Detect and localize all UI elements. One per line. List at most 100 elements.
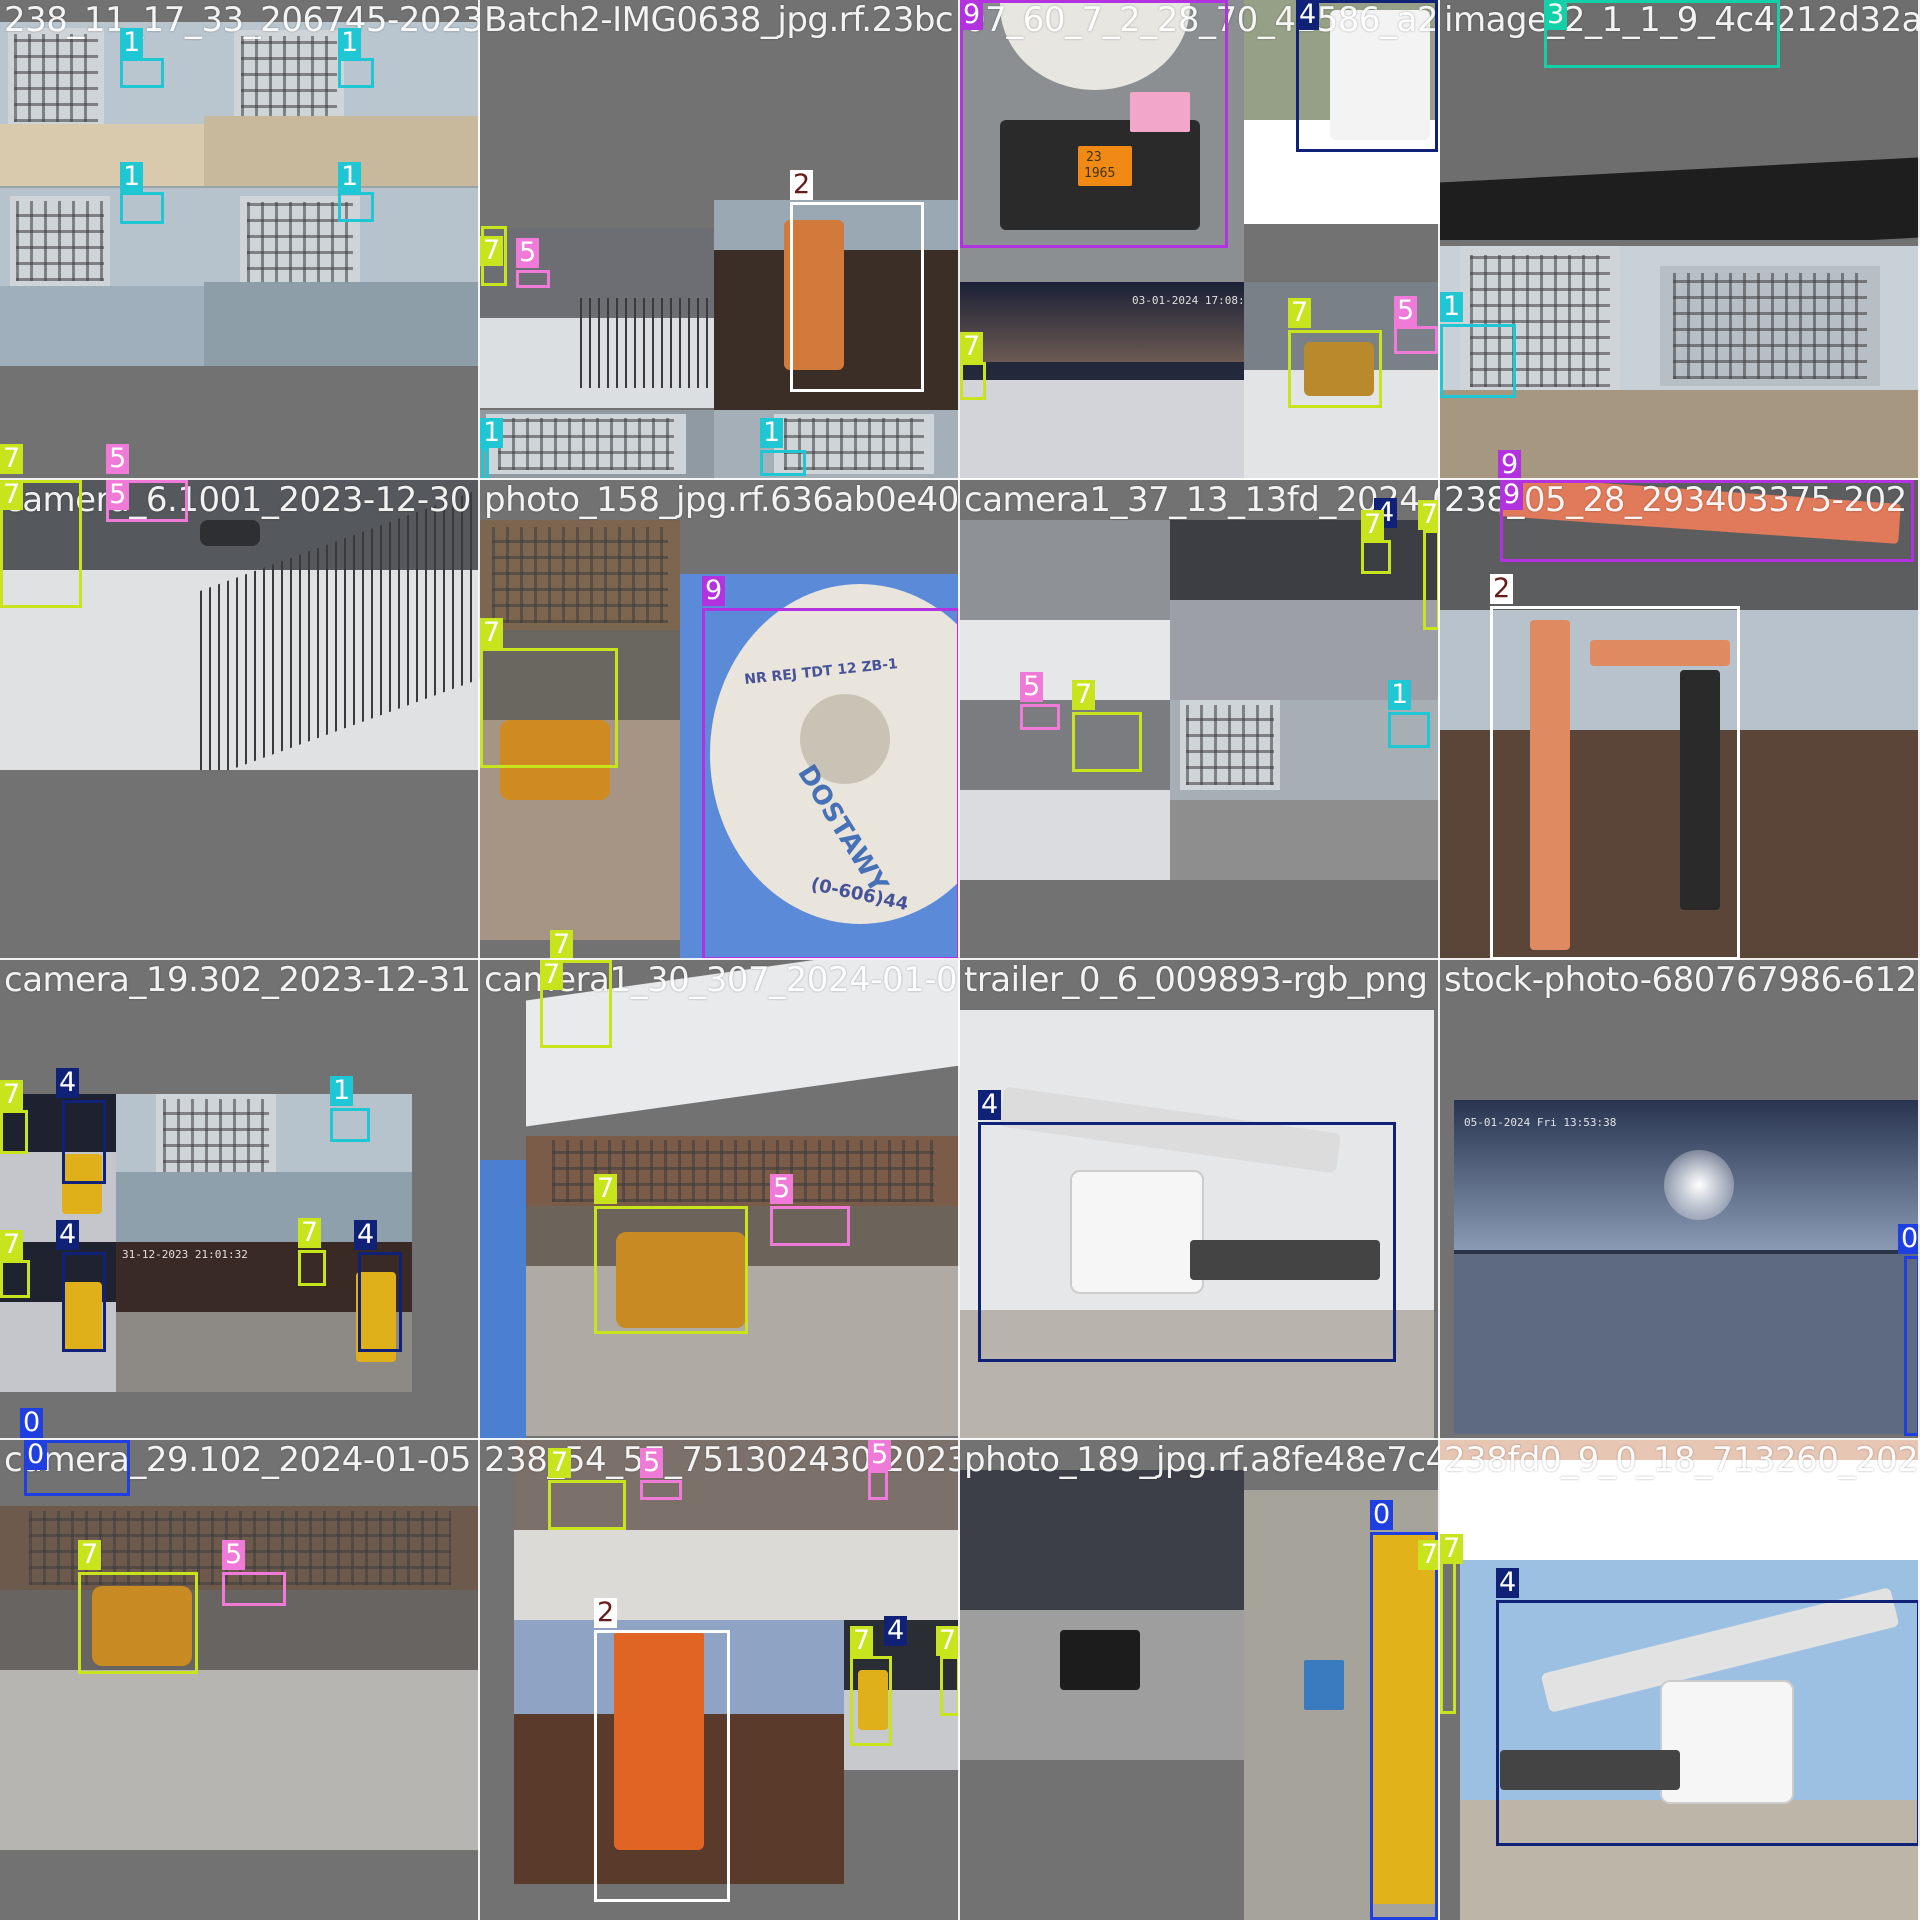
class-tag-5: 5 xyxy=(516,238,540,268)
class-tag-5: 5 xyxy=(222,1540,246,1570)
row-separator xyxy=(0,478,1920,480)
class-tag-7: 7 xyxy=(594,1174,618,1204)
tile-filename: 238_11_17_33_206745-2023-09-22-jpg xyxy=(4,0,480,40)
class-tag-1: 1 xyxy=(1440,292,1464,322)
class-tag-2: 2 xyxy=(594,1598,618,1628)
bbox-class-5 xyxy=(222,1572,286,1606)
photo-site-small xyxy=(1170,700,1440,880)
class-tag-7: 7 xyxy=(0,1230,24,1260)
tile-filename: Batch2-IMG0638_jpg.rf.23bc xyxy=(484,0,954,40)
bbox-class-7 xyxy=(1288,330,1382,408)
bbox-class-7 xyxy=(480,648,618,768)
tile-filename: photo_158_jpg.rf.636ab0e4017c xyxy=(484,480,960,520)
tile-filename: camera_19.302_2023-12-31 xyxy=(4,960,471,1000)
bbox-class-1 xyxy=(120,192,164,224)
night-timestamp: 03-01-2024 17:08:02 xyxy=(1132,294,1244,307)
bbox-class-7 xyxy=(548,1480,626,1530)
photo-truck-front xyxy=(1244,0,1440,224)
mosaic-tile-3: 23 1965 03-01-2024 17:08:02 07_60_7_2_28… xyxy=(960,0,1440,480)
class-tag-7: 7 xyxy=(936,1626,960,1656)
class-tag-5: 5 xyxy=(1394,296,1418,326)
photo-vineyard-orange xyxy=(514,1620,844,1884)
mosaic-tile-6: NR REJ TDT 12 ZB-1 DOSTAWY (0-606)44 pho… xyxy=(480,480,960,960)
bbox-class-1 xyxy=(120,58,164,88)
photo-snow-trees xyxy=(960,520,1170,700)
mosaic-tile-12: 05-01-2024 Fri 13:53:38 stock-photo-6807… xyxy=(1440,960,1920,1440)
class-tag-7: 7 xyxy=(1440,1534,1464,1564)
bbox-class-4 xyxy=(62,1100,106,1184)
class-tag-7: 7 xyxy=(0,480,24,510)
bbox-class-0 xyxy=(1904,1256,1920,1436)
tile-filename: image_2_1_1_9_4c4212d32ad xyxy=(1444,0,1920,40)
class-tag-4: 4 xyxy=(56,1220,80,1250)
class-tag-9: 9 xyxy=(1498,450,1522,480)
class-tag-7: 7 xyxy=(960,332,984,362)
photo-street-top xyxy=(514,1440,960,1620)
class-tag-5: 5 xyxy=(1020,672,1044,702)
bbox-class-7 xyxy=(850,1656,892,1746)
bbox-class-5 xyxy=(868,1470,888,1500)
bbox-class-4 xyxy=(358,1252,402,1352)
class-tag-7: 7 xyxy=(480,618,504,648)
tile-filename: camera1_37_13_13fd_2024-01-0 xyxy=(964,480,1440,520)
class-tag-7: 7 xyxy=(480,236,504,266)
photo-gray-blur xyxy=(1440,0,1920,240)
bbox-class-1 xyxy=(338,192,374,222)
class-tag-7: 7 xyxy=(298,1218,322,1248)
class-tag-5: 5 xyxy=(106,444,130,474)
class-tag-7: 7 xyxy=(1418,500,1440,530)
bbox-class-1 xyxy=(1440,324,1516,398)
class-tag-0: 0 xyxy=(20,1408,44,1438)
class-tag-4: 4 xyxy=(978,1090,1002,1120)
class-tag-4: 4 xyxy=(354,1220,378,1250)
bbox-class-7 xyxy=(0,480,82,608)
photo-snowy-street xyxy=(480,228,714,408)
photo-blue-sliver xyxy=(480,1160,526,1440)
class-tag-1: 1 xyxy=(480,418,504,448)
class-tag-3: 3 xyxy=(1544,0,1568,30)
class-tag-5: 5 xyxy=(106,480,130,510)
bbox-class-3 xyxy=(1544,0,1780,68)
bbox-class-5 xyxy=(640,1480,682,1500)
class-tag-9: 9 xyxy=(1500,480,1524,510)
photo-site-day xyxy=(116,1094,412,1242)
bbox-class-7 xyxy=(1072,712,1142,772)
class-tag-7: 7 xyxy=(1072,680,1096,710)
class-tag-1: 1 xyxy=(120,162,144,192)
tile-filename: camera_29.102_2024-01-05 xyxy=(4,1440,471,1480)
bbox-class-7 xyxy=(594,1206,748,1334)
photo-building-strip-a xyxy=(480,410,714,480)
class-tag-1: 1 xyxy=(760,418,784,448)
photo-crane-truck-b xyxy=(1460,1560,1920,1920)
class-tag-5: 5 xyxy=(868,1440,892,1470)
mosaic-tile-4: image_2_1_1_9_4c4212d32ad 3 1 9 xyxy=(1440,0,1920,480)
class-tag-7: 7 xyxy=(1361,510,1385,540)
photo-dusk-site xyxy=(960,1470,1244,1760)
bbox-class-7 xyxy=(1423,530,1440,630)
bbox-class-7 xyxy=(0,1110,28,1154)
bbox-class-9 xyxy=(960,0,1228,248)
bbox-class-4 xyxy=(1296,0,1438,152)
photo-night-site: 03-01-2024 17:08:02 xyxy=(960,282,1244,480)
bbox-class-7 xyxy=(940,1656,960,1716)
photo-vineyard-tractor xyxy=(714,200,960,410)
class-tag-0: 0 xyxy=(24,1440,48,1470)
bbox-class-2 xyxy=(594,1630,730,1902)
class-tag-4: 4 xyxy=(1496,1568,1520,1598)
photo-backhoe-street xyxy=(480,520,680,940)
class-tag-2: 2 xyxy=(1490,574,1514,604)
photo-construction-wide xyxy=(1440,246,1920,480)
bbox-class-9 xyxy=(1500,480,1914,562)
winter-timestamp: 05-01-2024 Fri 13:53:38 xyxy=(1464,1116,1617,1129)
photo-backhoe-road xyxy=(526,1136,960,1436)
bbox-class-1 xyxy=(1388,712,1430,748)
photo-winter-field: 05-01-2024 Fri 13:53:38 xyxy=(1454,1100,1920,1434)
class-tag-1: 1 xyxy=(1388,680,1412,710)
class-tag-7: 7 xyxy=(0,1080,24,1110)
mosaic-tile-1: 238_11_17_33_206745-2023-09-22-jpg 1 1 1 1 7… xyxy=(0,0,480,480)
bbox-class-7 xyxy=(540,960,612,1048)
bbox-class-2 xyxy=(1490,606,1740,960)
